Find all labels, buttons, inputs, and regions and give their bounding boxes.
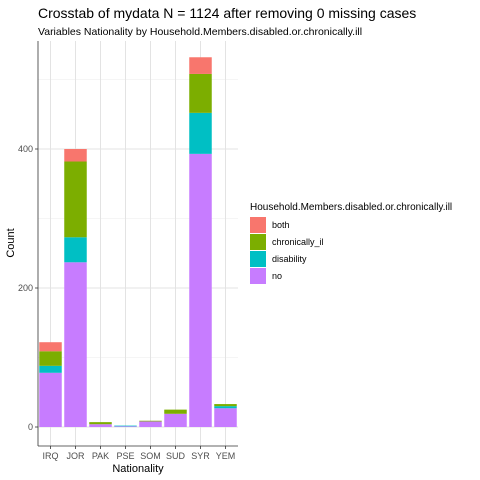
bar-pse-disability [114, 425, 137, 427]
bar-irq-disability [39, 365, 62, 373]
legend-swatch-no [250, 268, 266, 284]
legend-label-chronically-il: chronically_il [272, 237, 324, 247]
bar-pse-no [114, 426, 137, 427]
y-tick-label: 200 [18, 283, 33, 293]
y-axis-ticks: 0 200 400 [18, 144, 38, 432]
bar-sud-no [164, 413, 187, 427]
bars [39, 57, 237, 428]
x-axis-ticks: IRQ JOR PAK PSE SOM SUD SYR YEM [42, 446, 235, 461]
bar-irq-chronically-il [39, 351, 62, 366]
legend: both chronically_il disability no [250, 217, 324, 284]
legend-label-no: no [272, 271, 282, 281]
y-tick-label: 400 [18, 144, 33, 154]
bar-yem-disability [214, 406, 237, 409]
bar-pak-no [89, 424, 112, 427]
y-axis-title: Count [5, 228, 17, 257]
bar-irq-both [39, 342, 62, 352]
legend-swatch-chronically-il [250, 234, 266, 250]
x-tick-label: SUD [166, 451, 186, 461]
legend-title: Household.Members.disabled.or.chronicall… [250, 202, 452, 213]
bar-yem-chronically-il [214, 404, 237, 407]
x-tick-label: PAK [92, 451, 109, 461]
legend-label-disability: disability [272, 254, 307, 264]
legend-swatch-both [250, 217, 266, 233]
bar-jor-disability [64, 237, 87, 263]
x-tick-label: PSE [116, 451, 134, 461]
x-tick-label: IRQ [42, 451, 58, 461]
bar-syr-no [189, 153, 212, 428]
x-axis-title: Nationality [112, 463, 164, 475]
bar-irq-no [39, 372, 62, 427]
bar-jor-chronically-il [64, 161, 87, 238]
y-tick-label: 0 [28, 422, 33, 432]
bar-pak-chronically-il [89, 422, 112, 425]
x-tick-label: SOM [140, 451, 161, 461]
bar-yem-no [214, 408, 237, 427]
legend-swatch-disability [250, 251, 266, 267]
chart-title: Crosstab of mydata N = 1124 after removi… [38, 5, 416, 21]
x-tick-label: YEM [216, 451, 236, 461]
bar-jor-no [64, 262, 87, 427]
bar-som-chronically-il [139, 420, 162, 422]
legend-label-both: both [272, 220, 290, 230]
bar-sud-chronically-il [164, 409, 187, 414]
bar-jor-both [64, 149, 87, 162]
x-tick-label: JOR [67, 451, 86, 461]
bar-syr-chronically-il [189, 73, 212, 113]
bar-som-no [139, 421, 162, 427]
bar-syr-disability [189, 112, 212, 154]
x-tick-label: SYR [191, 451, 210, 461]
chart-subtitle: Variables Nationality by Household.Membe… [38, 26, 362, 38]
bar-syr-both [189, 57, 212, 74]
